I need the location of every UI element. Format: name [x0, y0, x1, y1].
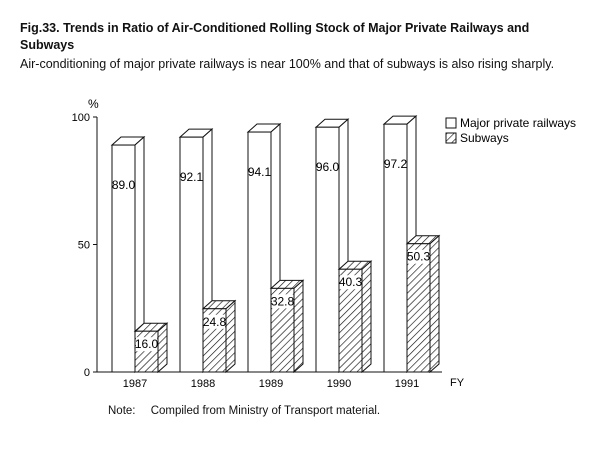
- data-label-bg: [408, 249, 429, 264]
- data-label-private-railways: 89.0: [112, 178, 136, 192]
- bar-subways: [337, 260, 373, 374]
- legend-swatch: [445, 132, 457, 144]
- legend-label: Subways: [460, 131, 509, 145]
- data-label-private-railways: 94.1: [248, 165, 272, 179]
- y-tick-label: 50: [78, 240, 90, 252]
- data-label-subways: 32.8: [271, 294, 295, 308]
- data-label-subways: 24.8: [203, 315, 227, 329]
- bar-subways-side: [157, 322, 168, 374]
- y-axis-label: %: [88, 97, 99, 111]
- bar-subways: [201, 299, 237, 374]
- data-label-private-railways: 92.1: [180, 170, 204, 184]
- y-tick-label: 0: [84, 367, 90, 379]
- legend-swatch: [445, 117, 457, 129]
- data-label-bg: [340, 275, 361, 290]
- bar-subways-side: [429, 234, 440, 374]
- note-text: Compiled from Ministry of Transport mate…: [150, 405, 381, 417]
- data-label-private-railways: 97.2: [384, 157, 408, 171]
- data-label-subways: 50.3: [407, 250, 431, 264]
- x-tick-label: 1987: [123, 378, 147, 390]
- data-label-private-railways: 96.0: [316, 160, 340, 174]
- bar-private-railways-front: [247, 131, 272, 373]
- bar-subways-front: [270, 287, 295, 373]
- x-tick-label: 1991: [395, 378, 419, 390]
- bar-subways-side: [225, 299, 236, 374]
- bar-private-railways-front: [179, 136, 204, 373]
- data-label-bg: [204, 314, 225, 329]
- bar-subways-front: [338, 268, 363, 373]
- bar-subways: [405, 234, 441, 374]
- bar-subways-front: [406, 243, 431, 373]
- chart-title: Fig.33. Trends in Ratio of Air-Condition…: [20, 21, 530, 52]
- x-tick-label: 1990: [327, 378, 351, 390]
- bar-subways: [269, 279, 305, 374]
- x-tick-label: 1988: [191, 378, 215, 390]
- bar-subways-side: [361, 260, 372, 374]
- data-label-bg: [272, 294, 293, 309]
- x-tick-label: 1989: [259, 378, 283, 390]
- bar-private-railways: [110, 135, 146, 374]
- y-tick-label: 100: [72, 112, 90, 124]
- source-note: Note: Compiled from Ministry of Transpor…: [108, 405, 380, 417]
- bar-private-railways-front: [315, 126, 340, 373]
- data-label-subways: 16.0: [135, 337, 159, 351]
- bar-private-railways-front: [111, 144, 136, 373]
- note-label: Note:: [108, 405, 136, 417]
- chart-subtitle: Air-conditioning of major private railwa…: [20, 57, 555, 71]
- data-label-subways: 40.3: [339, 275, 363, 289]
- data-label-bg: [136, 337, 157, 352]
- x-axis-label: FY: [450, 377, 465, 389]
- bar-subways-side: [293, 279, 304, 374]
- legend-label: Major private railways: [460, 116, 576, 130]
